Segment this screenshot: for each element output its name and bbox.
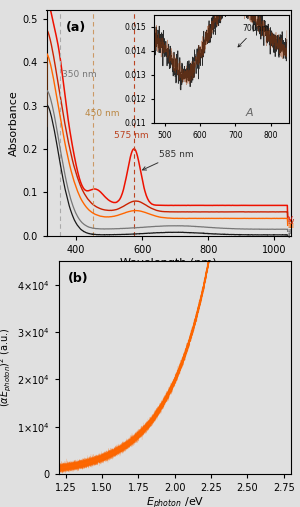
Text: 450 nm: 450 nm: [85, 110, 120, 119]
Y-axis label: Absorbance: Absorbance: [9, 90, 19, 156]
Text: 585 nm: 585 nm: [142, 150, 194, 170]
Text: 575 nm: 575 nm: [114, 131, 149, 140]
Y-axis label: $(\alpha E_{photon})^2$ (a.u.): $(\alpha E_{photon})^2$ (a.u.): [0, 328, 14, 407]
X-axis label: $E_{photon}$ /eV: $E_{photon}$ /eV: [146, 496, 204, 507]
Text: v: v: [288, 214, 293, 223]
X-axis label: Wavelength (nm): Wavelength (nm): [120, 258, 217, 268]
Text: (b): (b): [68, 272, 88, 285]
Text: iv: iv: [288, 217, 295, 226]
Text: ii: ii: [288, 227, 292, 236]
Text: i: i: [288, 231, 290, 240]
Text: (a): (a): [66, 21, 86, 34]
Text: iii: iii: [288, 221, 295, 230]
Text: 350 nm: 350 nm: [62, 70, 96, 80]
